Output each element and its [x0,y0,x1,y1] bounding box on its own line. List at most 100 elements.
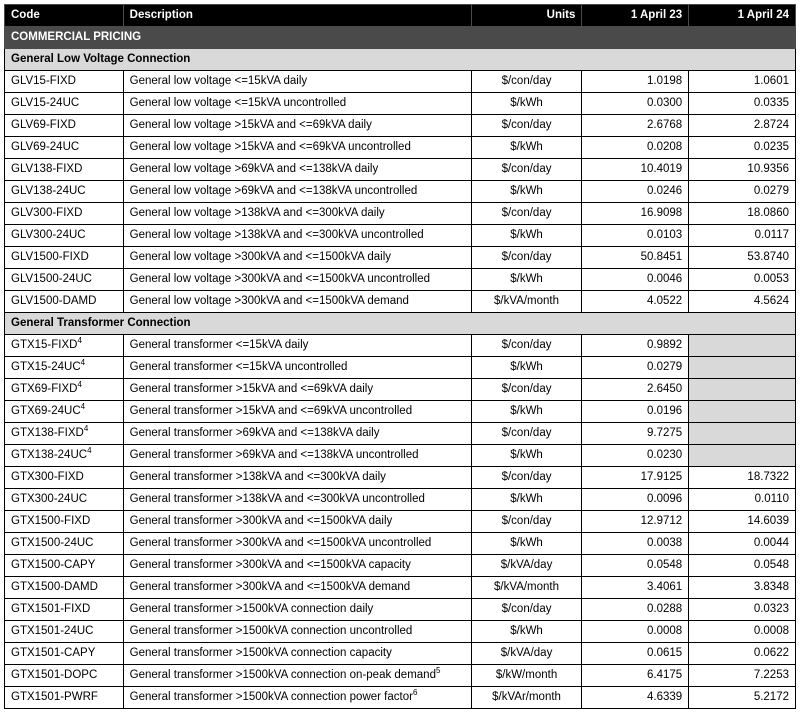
cell-description: General transformer >1500kVA connection … [123,687,471,709]
cell-description: General transformer >1500kVA connection … [123,621,471,643]
cell-units: $/kWh [471,137,582,159]
cell-year2: 0.0335 [689,93,796,115]
cell-code: GTX69-FIXD4 [5,379,124,401]
cell-year2: 0.0044 [689,533,796,555]
cell-units: $/con/day [471,247,582,269]
table-row: GTX69-FIXD4General transformer >15kVA an… [5,379,796,401]
cell-code: GLV138-24UC [5,181,124,203]
section-heading: General Transformer Connection [5,313,796,335]
col-units: Units [471,5,582,27]
cell-code: GLV300-24UC [5,225,124,247]
cell-code: GTX15-FIXD4 [5,335,124,357]
table-row: GTX69-24UC4General transformer >15kVA an… [5,401,796,423]
cell-year2: 0.0279 [689,181,796,203]
cell-code: GTX15-24UC4 [5,357,124,379]
cell-code: GTX1501-FIXD [5,599,124,621]
cell-year1: 2.6768 [582,115,689,137]
cell-description: General transformer >138kVA and <=300kVA… [123,467,471,489]
cell-code: GTX1501-24UC [5,621,124,643]
cell-year1: 17.9125 [582,467,689,489]
cell-description: General transformer <=15kVA daily [123,335,471,357]
cell-year1: 0.0046 [582,269,689,291]
col-description: Description [123,5,471,27]
cell-year1: 0.0300 [582,93,689,115]
cell-year2: 18.0860 [689,203,796,225]
cell-code: GTX1500-24UC [5,533,124,555]
cell-description: General low voltage >300kVA and <=1500kV… [123,291,471,313]
cell-description: General transformer >69kVA and <=138kVA … [123,423,471,445]
table-row: GLV15-FIXDGeneral low voltage <=15kVA da… [5,71,796,93]
cell-description: General low voltage >69kVA and <=138kVA … [123,159,471,181]
cell-code: GTX300-FIXD [5,467,124,489]
footnote-ref: 4 [77,380,81,389]
table-row: GTX300-24UCGeneral transformer >138kVA a… [5,489,796,511]
cell-code: GTX1500-DAMD [5,577,124,599]
cell-units: $/con/day [471,71,582,93]
cell-year2: 5.2172 [689,687,796,709]
cell-year1: 0.9892 [582,335,689,357]
cell-units: $/con/day [471,115,582,137]
footnote-ref: 6 [413,688,417,697]
cell-year1: 0.0279 [582,357,689,379]
cell-units: $/kVA/month [471,577,582,599]
cell-year2: 18.7322 [689,467,796,489]
cell-units: $/kVA/day [471,555,582,577]
cell-year2: 3.8348 [689,577,796,599]
cell-description: General transformer >300kVA and <=1500kV… [123,555,471,577]
cell-units: $/kWh [471,269,582,291]
cell-year2 [689,423,796,445]
table-row: GLV1500-FIXDGeneral low voltage >300kVA … [5,247,796,269]
cell-units: $/con/day [471,511,582,533]
cell-year1: 0.0288 [582,599,689,621]
cell-year1: 4.6339 [582,687,689,709]
table-row: GLV1500-DAMDGeneral low voltage >300kVA … [5,291,796,313]
cell-year2: 0.0548 [689,555,796,577]
table-row: GLV69-24UCGeneral low voltage >15kVA and… [5,137,796,159]
cell-code: GTX1500-FIXD [5,511,124,533]
cell-units: $/kVAr/month [471,687,582,709]
cell-year2 [689,445,796,467]
cell-year1: 3.4061 [582,577,689,599]
cell-description: General low voltage <=15kVA daily [123,71,471,93]
cell-year2: 0.0323 [689,599,796,621]
cell-units: $/kWh [471,401,582,423]
cell-year2 [689,379,796,401]
cell-units: $/con/day [471,203,582,225]
footnote-ref: 4 [84,424,88,433]
cell-year1: 0.0548 [582,555,689,577]
cell-code: GLV138-FIXD [5,159,124,181]
cell-description: General transformer >300kVA and <=1500kV… [123,577,471,599]
cell-description: General low voltage <=15kVA uncontrolled [123,93,471,115]
cell-code: GTX300-24UC [5,489,124,511]
cell-year1: 12.9712 [582,511,689,533]
cell-units: $/kVA/month [471,291,582,313]
cell-code: GLV1500-24UC [5,269,124,291]
table-row: GLV69-FIXDGeneral low voltage >15kVA and… [5,115,796,137]
table-title-row: COMMERCIAL PRICING [5,27,796,49]
cell-units: $/con/day [471,379,582,401]
cell-code: GTX138-24UC4 [5,445,124,467]
table-row: GTX1500-FIXDGeneral transformer >300kVA … [5,511,796,533]
col-year2: 1 April 24 [689,5,796,27]
cell-units: $/kW/month [471,665,582,687]
table-row: GTX138-FIXD4General transformer >69kVA a… [5,423,796,445]
cell-units: $/kWh [471,181,582,203]
cell-year1: 0.0008 [582,621,689,643]
cell-year1: 0.0230 [582,445,689,467]
cell-units: $/kWh [471,357,582,379]
cell-year2: 10.9356 [689,159,796,181]
table-row: GTX1500-CAPYGeneral transformer >300kVA … [5,555,796,577]
cell-description: General transformer >300kVA and <=1500kV… [123,511,471,533]
cell-description: General low voltage >300kVA and <=1500kV… [123,269,471,291]
table-row: GLV1500-24UCGeneral low voltage >300kVA … [5,269,796,291]
table-row: GTX1501-CAPYGeneral transformer >1500kVA… [5,643,796,665]
cell-year1: 6.4175 [582,665,689,687]
cell-description: General transformer >15kVA and <=69kVA d… [123,379,471,401]
pricing-table: Code Description Units 1 April 23 1 Apri… [4,4,796,709]
cell-code: GLV15-FIXD [5,71,124,93]
table-row: GTX1500-24UCGeneral transformer >300kVA … [5,533,796,555]
table-row: GTX138-24UC4General transformer >69kVA a… [5,445,796,467]
footnote-ref: 4 [87,446,91,455]
cell-description: General transformer >138kVA and <=300kVA… [123,489,471,511]
cell-description: General transformer >15kVA and <=69kVA u… [123,401,471,423]
